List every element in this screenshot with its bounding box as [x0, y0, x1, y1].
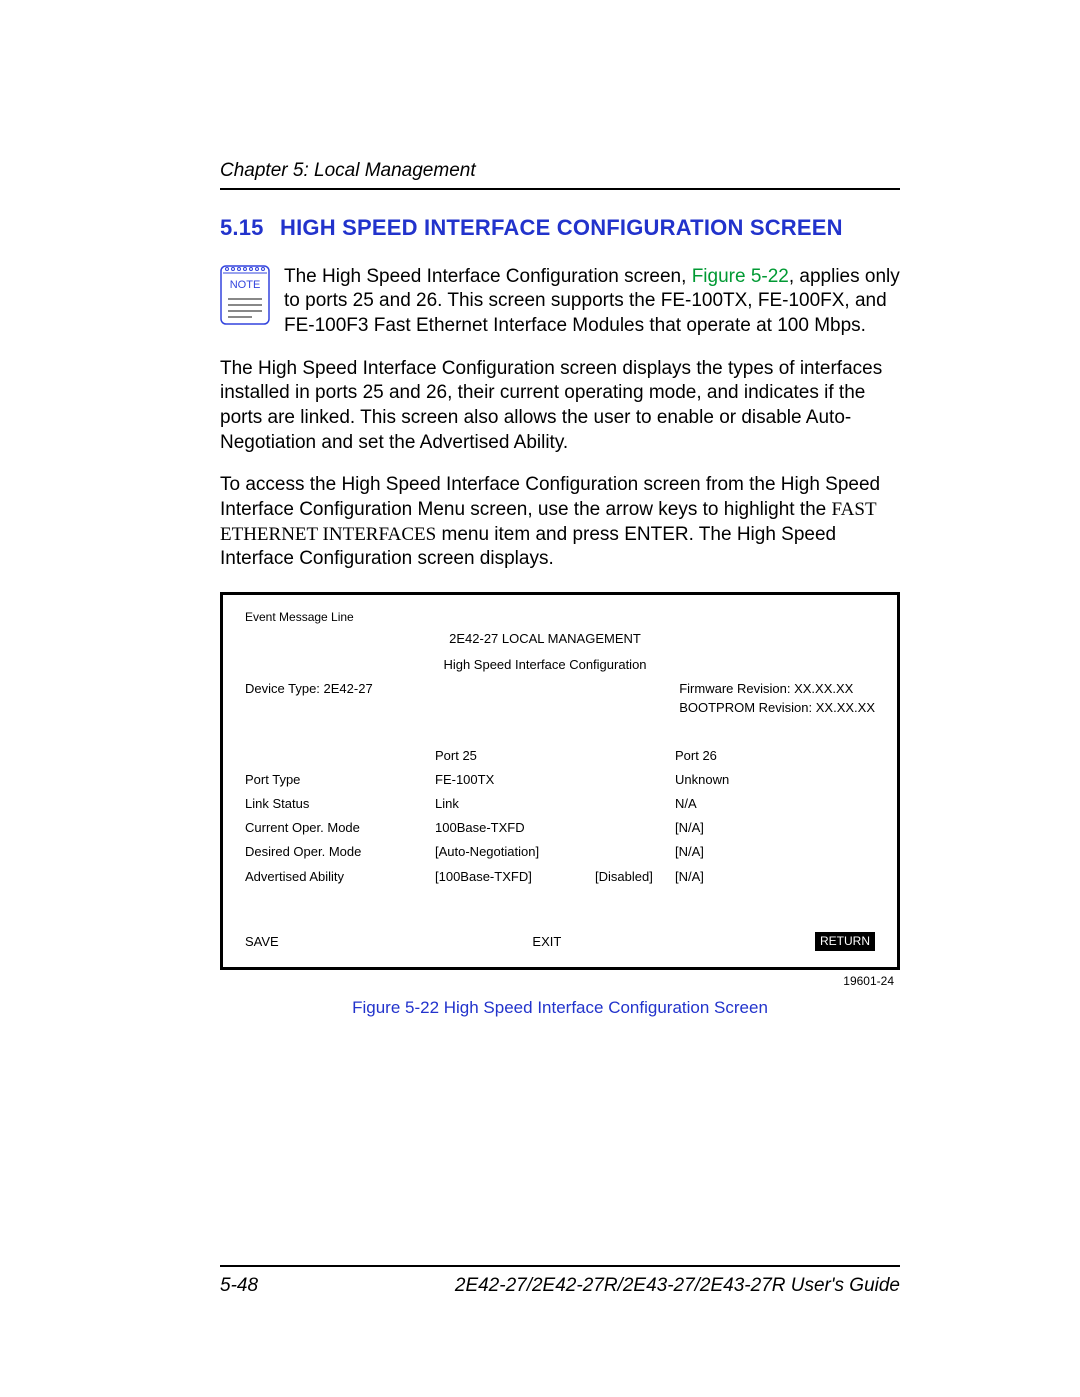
- row-p26: Unknown: [675, 771, 775, 789]
- figure-id: 19601-24: [220, 974, 894, 988]
- terminal-bottom-bar: SAVE EXIT RETURN: [245, 932, 875, 951]
- row-label: Port Type: [245, 771, 435, 789]
- figure-reference: Figure 5-22: [692, 266, 789, 287]
- row-label: Link Status: [245, 795, 435, 813]
- row-p25b: [595, 795, 675, 813]
- paragraph-2: To access the High Speed Interface Conﬁg…: [220, 473, 900, 572]
- row-p26: [N/A]: [675, 819, 775, 837]
- note-block: NOTE The High Speed Interface Conﬁgurati…: [220, 265, 900, 339]
- guide-title: 2E42-27/2E42-27R/2E43-27/2E43-27R User's…: [455, 1275, 900, 1297]
- page: Chapter 5: Local Management 5.15 HIGH SP…: [0, 0, 1080, 1397]
- row-p25: [100Base-TXFD]: [435, 868, 595, 886]
- row-p25b: [595, 771, 675, 789]
- revision-block: Firmware Revision: XX.XX.XX BOOTPROM Rev…: [679, 680, 875, 716]
- event-message-line: Event Message Line: [245, 609, 875, 626]
- header-port25: Port 25: [435, 747, 595, 765]
- note-text: The High Speed Interface Conﬁguration sc…: [284, 265, 900, 339]
- firmware-revision: Firmware Revision: XX.XX.XX: [679, 680, 875, 698]
- table-row: Advertised Ability [100Base-TXFD] [Disab…: [245, 868, 875, 886]
- header-blank: [245, 747, 435, 765]
- row-label: Desired Oper. Mode: [245, 843, 435, 861]
- table-row: Current Oper. Mode 100Base-TXFD [N/A]: [245, 819, 875, 837]
- row-p25: [Auto-Negotiation]: [435, 843, 595, 861]
- table-row: Desired Oper. Mode [Auto-Negotiation] [N…: [245, 843, 875, 861]
- para2-pre: To access the High Speed Interface Conﬁg…: [220, 474, 880, 520]
- page-footer: 5-48 2E42-27/2E42-27R/2E43-27/2E43-27R U…: [220, 1265, 900, 1297]
- table-row: Port Type FE-100TX Unknown: [245, 771, 875, 789]
- note-label-text: NOTE: [230, 279, 261, 291]
- paragraph-1: The High Speed Interface Conﬁguration sc…: [220, 357, 900, 456]
- row-p26: [N/A]: [675, 868, 775, 886]
- section-title: 5.15 HIGH SPEED INTERFACE CONFIGURATION …: [220, 214, 900, 243]
- note-icon: NOTE: [220, 265, 270, 325]
- row-p25: Link: [435, 795, 595, 813]
- terminal-table: Port 25 Port 26 Port Type FE-100TX Unkno…: [245, 747, 875, 886]
- row-p26: [N/A]: [675, 843, 775, 861]
- row-p26: N/A: [675, 795, 775, 813]
- device-type: Device Type: 2E42-27: [245, 680, 373, 716]
- terminal-title-2: High Speed Interface Configuration: [215, 656, 875, 674]
- table-row: Link Status Link N/A: [245, 795, 875, 813]
- bootprom-revision: BOOTPROM Revision: XX.XX.XX: [679, 699, 875, 717]
- section-number: 5.15: [220, 214, 280, 243]
- table-header-row: Port 25 Port 26: [245, 747, 875, 765]
- terminal-screenshot: Event Message Line 2E42-27 LOCAL MANAGEM…: [220, 592, 900, 970]
- row-p25b: [595, 819, 675, 837]
- return-button: RETURN: [815, 932, 875, 951]
- header-port26: Port 26: [675, 747, 775, 765]
- row-label: Advertised Ability: [245, 868, 435, 886]
- row-p25b: [Disabled]: [595, 868, 675, 886]
- section-title-text: HIGH SPEED INTERFACE CONFIGURATION SCREE…: [280, 214, 900, 243]
- page-number: 5-48: [220, 1275, 258, 1297]
- row-label: Current Oper. Mode: [245, 819, 435, 837]
- row-p25: 100Base-TXFD: [435, 819, 595, 837]
- note-text-pre: The High Speed Interface Conﬁguration sc…: [284, 266, 692, 287]
- figure-caption: Figure 5-22 High Speed Interface Configu…: [220, 998, 900, 1018]
- row-p25b: [595, 843, 675, 861]
- exit-label: EXIT: [532, 933, 561, 951]
- terminal-title-1: 2E42-27 LOCAL MANAGEMENT: [215, 630, 875, 648]
- row-p25: FE-100TX: [435, 771, 595, 789]
- save-label: SAVE: [245, 933, 279, 951]
- chapter-header: Chapter 5: Local Management: [220, 160, 900, 190]
